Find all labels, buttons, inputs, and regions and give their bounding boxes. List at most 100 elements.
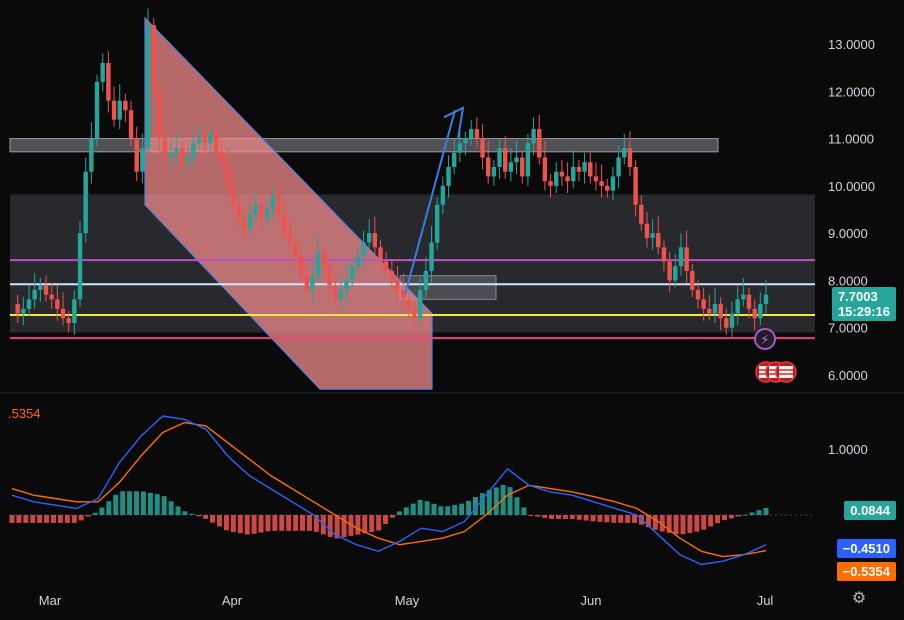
candle-body (542, 157, 548, 182)
candle-body (315, 252, 321, 276)
candle-body (230, 185, 236, 205)
candle-body (298, 256, 304, 276)
histogram-bar (680, 515, 686, 535)
price-axis: 13.0000 12.0000 11.0000 10.0000 9.0000 8.0000… (828, 37, 875, 383)
macd-tag: −0.4510 (836, 539, 896, 558)
candle-body (185, 157, 190, 163)
histogram-bar (64, 515, 70, 523)
candle-body (293, 242, 298, 257)
candle-body (667, 261, 672, 281)
candle-body (746, 294, 752, 309)
histogram-bar (749, 512, 755, 515)
candle-body (259, 204, 264, 219)
macd-tick-label: 1.0000 (828, 442, 868, 457)
histogram-bar (604, 515, 610, 523)
candle-body (236, 204, 241, 219)
candle-body (276, 195, 281, 215)
price-tick-label: 10.0000 (828, 179, 875, 194)
histogram-bar (265, 515, 271, 532)
candle-body (55, 299, 60, 309)
histogram-bar (410, 503, 416, 515)
candle-body (49, 294, 54, 300)
histogram-bar (140, 491, 146, 515)
histogram-bar (113, 494, 119, 515)
histogram-bar (37, 515, 43, 523)
candle-body (673, 266, 678, 281)
candle-body (406, 299, 412, 309)
candle-body (327, 266, 332, 286)
histogram-bar (272, 515, 278, 531)
histogram-bar (223, 515, 229, 531)
lightning-glyph: ⚡ (760, 333, 769, 348)
histogram-value: 0.0844 (850, 503, 890, 518)
candle-body (548, 181, 553, 186)
histogram-bar (182, 511, 188, 515)
candle-body (622, 148, 627, 158)
histogram-bar (279, 515, 285, 531)
histogram-bar (583, 515, 589, 521)
histogram-bar (106, 501, 112, 515)
histogram-bar (258, 515, 264, 533)
histogram-bar (99, 507, 105, 515)
candle-body (525, 143, 531, 177)
candle-body (707, 308, 712, 314)
histogram-bar (168, 501, 174, 515)
histogram-bar (576, 515, 582, 520)
histogram-bar (687, 515, 693, 533)
candle-body (469, 129, 474, 139)
histogram-bar (92, 512, 98, 515)
histogram-bar (694, 515, 700, 532)
price-tick-label: 9.0000 (828, 226, 868, 241)
candle-body (514, 157, 519, 163)
settings-gear-icon[interactable]: ⚙ (851, 590, 867, 607)
candle-body (83, 171, 88, 234)
histogram-bar (51, 515, 57, 523)
candle-body (531, 129, 536, 144)
candle-body (712, 304, 718, 314)
us-flag-event-icon (775, 361, 797, 383)
candle-body (43, 285, 49, 295)
histogram-bar (78, 515, 84, 521)
candle-body (72, 299, 77, 323)
candle-body (729, 313, 735, 328)
histogram-bar (147, 492, 153, 515)
candle-body (593, 176, 599, 182)
candle-body (355, 256, 361, 267)
histogram-bar (472, 497, 478, 515)
histogram-bar (71, 515, 77, 523)
histogram-bar (327, 515, 333, 537)
histogram-bar (721, 515, 727, 521)
candle-body (758, 304, 763, 319)
candle-body (66, 318, 71, 323)
candle-body (656, 233, 661, 248)
candle-body (735, 299, 740, 314)
price-tick-label: 12.0000 (828, 84, 875, 99)
histogram-bar (341, 515, 347, 538)
candle-body (752, 308, 757, 319)
histogram-bar (286, 515, 292, 531)
histogram-bar (763, 507, 769, 515)
histogram-bar (313, 515, 319, 532)
candle-body (627, 148, 633, 167)
signal-tag: −0.5354 (836, 562, 896, 581)
candle-body (412, 308, 417, 319)
histogram-bar (389, 515, 395, 518)
candle-body (724, 318, 729, 328)
histogram-bar (542, 515, 548, 518)
candle-body (128, 110, 134, 139)
last-price-tag: 7.7003 15:29:16 (831, 287, 896, 321)
histogram-bar (334, 515, 340, 539)
candle-body (616, 157, 621, 177)
histogram-bar (514, 497, 520, 515)
histogram-bar (355, 515, 361, 535)
candle-body (378, 247, 383, 262)
histogram-bar (44, 515, 50, 523)
histogram-bar (417, 499, 423, 515)
histogram-bar (230, 515, 236, 532)
histogram-bar (493, 487, 499, 515)
candle-body (242, 218, 247, 229)
candle-body (106, 62, 111, 101)
time-tick-label: Jul (757, 593, 774, 608)
candle-body (684, 247, 689, 271)
